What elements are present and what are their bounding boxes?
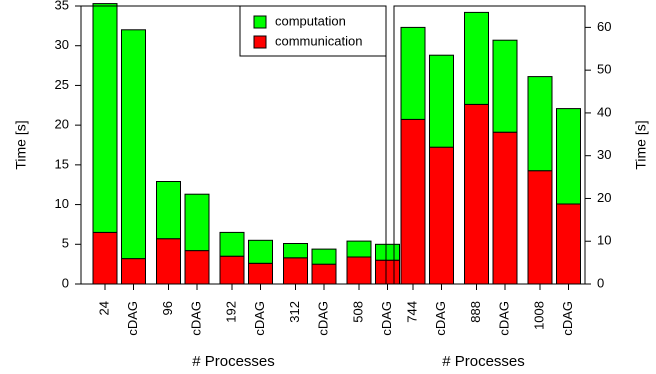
bar-communication-3 [184, 250, 210, 285]
bar-computation-0 [92, 3, 118, 233]
bar-communication-4 [527, 170, 553, 285]
x-tick-label-0: 24 [96, 301, 111, 315]
x-tick-label-8: 508 [350, 301, 365, 323]
bar-computation-0 [400, 26, 426, 120]
bar-communication-5 [556, 203, 581, 285]
x-tick-label-7: cDAG [315, 301, 330, 336]
y-tick-label-0: 0 [597, 275, 604, 290]
bar-computation-5 [556, 108, 581, 205]
bar-computation-3 [492, 39, 518, 133]
bar-communication-5 [248, 262, 273, 285]
y-tick-label-3: 15 [55, 156, 69, 171]
x-tick-label-3: cDAG [188, 301, 203, 336]
y-tick-label-7: 35 [55, 0, 69, 12]
bar-computation-9 [375, 243, 400, 261]
y-axis-label: Time [s] [13, 120, 29, 169]
bar-communication-0 [92, 231, 118, 285]
plot-frame [80, 5, 387, 285]
bar-communication-1 [121, 258, 146, 285]
panel-right: 744 cDAG 888 cDAG 1008 cDAG 0 10 20 30 40 50 60 Time … [393, 5, 649, 370]
legend-swatch-computation [253, 15, 267, 29]
y-tick-label-4: 40 [597, 104, 611, 119]
bar-computation-1 [121, 29, 146, 260]
y-tick-label-1: 10 [597, 233, 611, 248]
x-tick-label-5: cDAG [252, 301, 267, 336]
bar-computation-2 [464, 11, 489, 105]
y-tick-label-6: 60 [597, 19, 611, 34]
bar-communication-1 [429, 146, 454, 285]
bar-communication-0 [400, 118, 426, 285]
x-tick-label-3: cDAG [496, 301, 511, 336]
legend-label-computation: computation [275, 13, 346, 28]
bar-communication-7 [311, 263, 337, 285]
bar-computation-4 [527, 76, 553, 172]
bar-communication-9 [375, 259, 400, 285]
plot-frame [393, 5, 586, 285]
y-tick-label-2: 10 [55, 196, 69, 211]
legend: computation communication [239, 5, 387, 57]
bar-computation-6 [283, 243, 308, 259]
bar-computation-2 [156, 181, 181, 240]
x-tick-label-9: cDAG [379, 301, 394, 336]
bar-computation-7 [311, 248, 337, 265]
legend-label-communication: communication [275, 33, 362, 48]
legend-swatch-communication [253, 35, 267, 49]
x-axis-label: # Processes [442, 353, 525, 370]
y-axis-label: Time [s] [633, 120, 649, 169]
y-tick-label-5: 25 [55, 77, 69, 92]
x-tick-label-5: cDAG [560, 301, 575, 336]
bar-communication-3 [492, 131, 518, 285]
x-tick-label-2: 888 [468, 301, 483, 323]
bar-communication-6 [283, 257, 308, 285]
x-tick-label-1: cDAG [433, 301, 448, 336]
x-tick-label-4: 1008 [531, 301, 546, 330]
bar-communication-8 [346, 256, 372, 285]
panel-left: 24 cDAG 96 cDAG 192 cDAG 312 cDAG 508 cDAG 0 5 10 15 2… [13, 0, 400, 370]
bar-computation-1 [429, 54, 454, 148]
y-tick-label-3: 30 [597, 147, 611, 162]
bar-communication-2 [464, 103, 489, 285]
bar-computation-4 [219, 231, 245, 257]
x-axis-label: # Processes [192, 353, 275, 370]
bar-computation-8 [346, 240, 372, 258]
x-tick-label-1: cDAG [125, 301, 140, 336]
y-tick-label-5: 50 [597, 62, 611, 77]
y-tick-label-2: 20 [597, 190, 611, 205]
x-tick-label-0: 744 [404, 301, 419, 323]
bar-communication-2 [156, 238, 181, 285]
bar-computation-3 [184, 193, 210, 252]
y-tick-label-1: 5 [62, 236, 69, 251]
x-tick-label-2: 96 [160, 301, 175, 315]
y-tick-label-6: 30 [55, 37, 69, 52]
x-tick-label-6: 312 [287, 301, 302, 323]
x-tick-label-4: 192 [223, 301, 238, 323]
y-tick-label-0: 0 [62, 275, 69, 290]
bar-communication-4 [219, 255, 245, 285]
y-tick-label-4: 20 [55, 117, 69, 132]
bar-computation-5 [248, 239, 273, 264]
